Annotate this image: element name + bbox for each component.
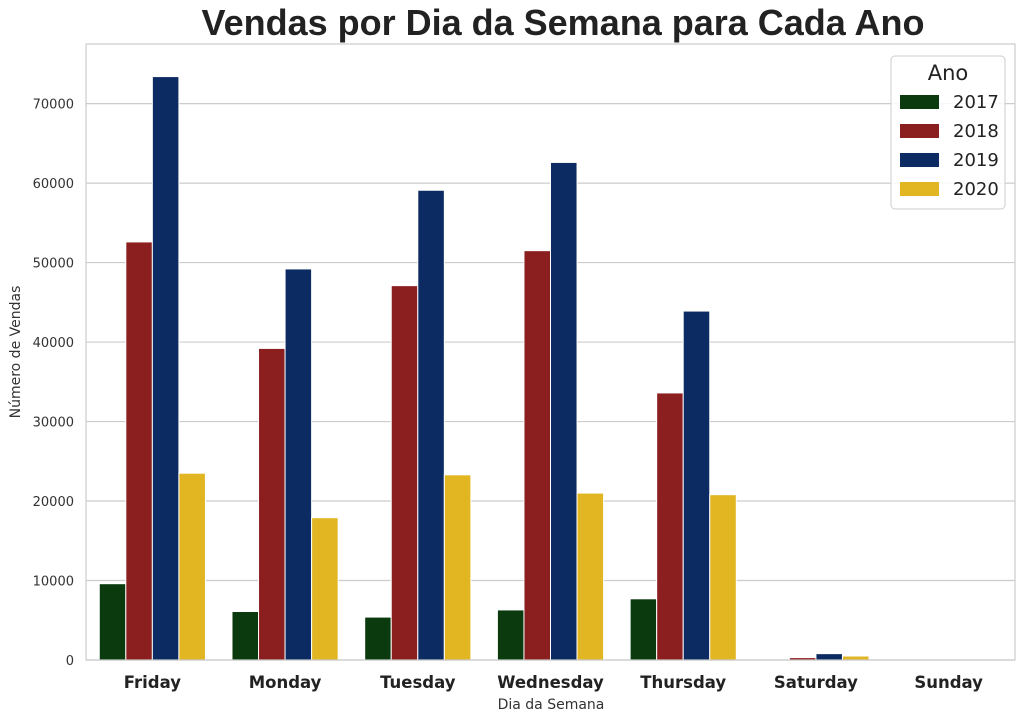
bar-2019 [151, 76, 180, 661]
legend-swatch-2019 [900, 153, 939, 167]
bar-2020 [576, 492, 605, 661]
legend-box [890, 55, 1006, 210]
bar-2020 [709, 494, 737, 661]
x-tick-label: Monday [249, 673, 322, 692]
y-tick-label: 0 [66, 654, 74, 669]
x-tick-label: Wednesday [497, 673, 604, 692]
legend-title: Ano [928, 61, 969, 85]
legend: Ano 2017 2018 2019 2020 [890, 55, 1006, 210]
y-tick-label: 70000 [33, 98, 74, 113]
legend-label-2019: 2019 [953, 150, 999, 171]
bar-2018 [125, 241, 153, 661]
legend-label-2017: 2017 [953, 92, 999, 113]
plot-frame [85, 43, 1016, 661]
y-tick-label: 40000 [33, 336, 74, 351]
x-tick-label: Tuesday [380, 673, 456, 692]
bar-2019 [417, 189, 445, 661]
bar-2017 [231, 611, 260, 661]
bar-2020 [178, 472, 206, 661]
x-tick-label: Sunday [914, 673, 983, 692]
legend-swatch-2020 [900, 182, 939, 196]
bar-2018 [523, 250, 552, 661]
x-tick-label: Thursday [640, 673, 726, 692]
bars [98, 76, 870, 661]
bar-2017 [496, 609, 525, 661]
bar-2018 [656, 392, 684, 661]
bar-2019 [550, 161, 578, 661]
bar-2018 [258, 347, 286, 661]
x-tick-label: Saturday [774, 673, 858, 692]
bar-2017 [98, 583, 127, 661]
bar-2018 [390, 285, 419, 661]
x-tick-label: Friday [124, 673, 181, 692]
bar-2019 [815, 653, 843, 661]
x-axis-label: Dia da Semana [498, 697, 605, 713]
legend-label-2020: 2020 [953, 179, 999, 200]
chart-title: Vendas por Dia da Semana para Cada Ano [202, 2, 925, 43]
bar-2019 [284, 268, 313, 661]
bar-2019 [682, 310, 711, 661]
bar-2020 [311, 517, 339, 661]
bar-2017 [629, 598, 658, 661]
y-tick-labels: 0 10000 20000 30000 40000 50000 60000 70000 [33, 98, 74, 669]
y-tick-label: 60000 [33, 177, 74, 192]
y-tick-label: 10000 [33, 575, 74, 590]
x-tick-labels: Friday Monday Tuesday Wednesday Thursday Satu… [124, 673, 983, 692]
legend-swatch-2018 [900, 124, 939, 138]
bar-2017 [364, 616, 392, 661]
bar-2020 [443, 474, 472, 661]
y-tick-label: 20000 [33, 495, 74, 510]
legend-swatch-2017 [900, 95, 939, 109]
legend-label-2018: 2018 [953, 121, 999, 142]
y-tick-label: 50000 [33, 257, 74, 272]
y-axis-label: Número de Vendas [8, 286, 24, 419]
y-tick-label: 30000 [33, 416, 74, 431]
